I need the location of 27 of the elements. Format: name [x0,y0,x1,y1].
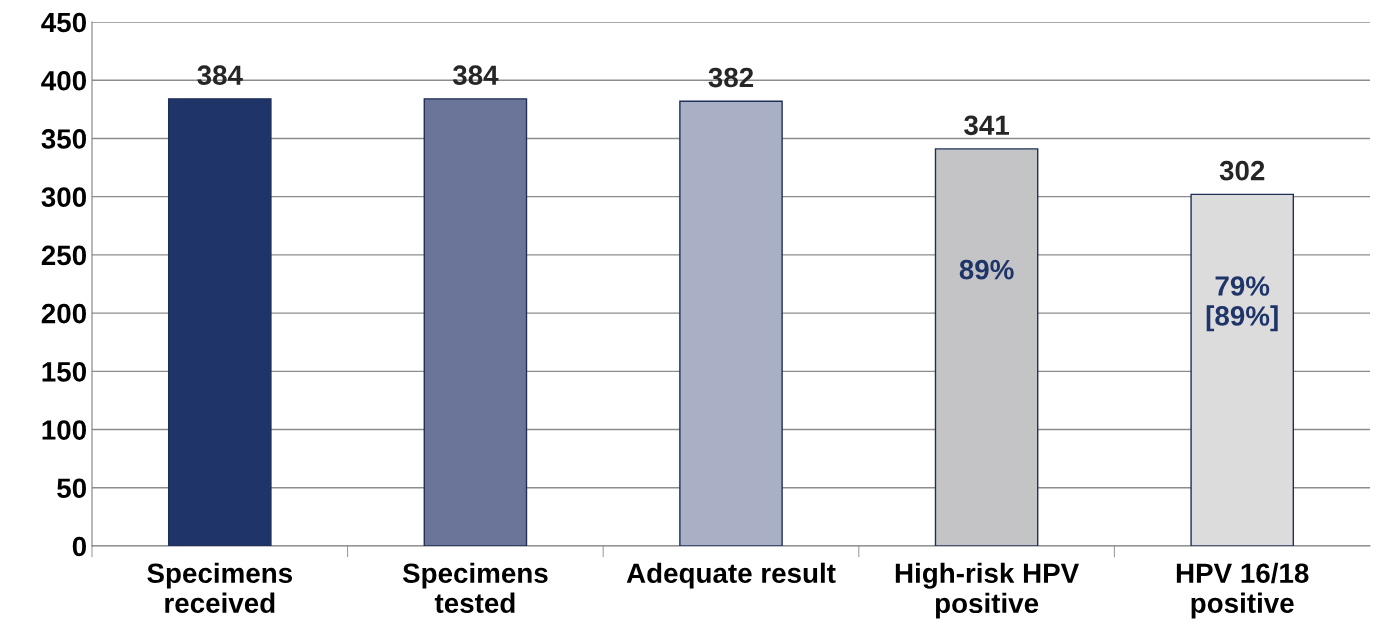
annotation: 79% [89%] [1206,276,1278,332]
bar [423,98,528,546]
y-tick-label: 350 [41,129,87,149]
x-tick-label: HPV 16/18 positive [1176,562,1309,619]
y-tick-label: 300 [41,187,87,208]
y-tick-label: 400 [41,70,87,91]
y-tick-label: 200 [41,303,87,324]
x-tick-label: High-risk HPV positive [895,562,1080,619]
data-label: 302 [1219,160,1265,181]
bar [679,100,783,546]
bar [934,148,1039,546]
bar [167,98,272,546]
y-tick-label: 100 [42,420,87,440]
x-tick-label: Adequate result [626,562,836,589]
y-tick-label: 50 [57,478,86,499]
y-tick-label: 450 [41,12,87,33]
y-tick-label: 250 [41,245,87,266]
data-label: 341 [964,115,1009,136]
data-label: 382 [708,67,754,88]
y-tick-label: 0 [72,536,86,557]
y-tick-label: 150 [42,362,87,382]
data-label: 384 [197,65,243,86]
annotation: 89% [959,259,1014,280]
x-tick-label: Specimens received [147,562,292,613]
x-tick-label: Specimens tested [402,562,548,613]
bar [1190,193,1295,546]
data-label: 384 [452,65,499,86]
